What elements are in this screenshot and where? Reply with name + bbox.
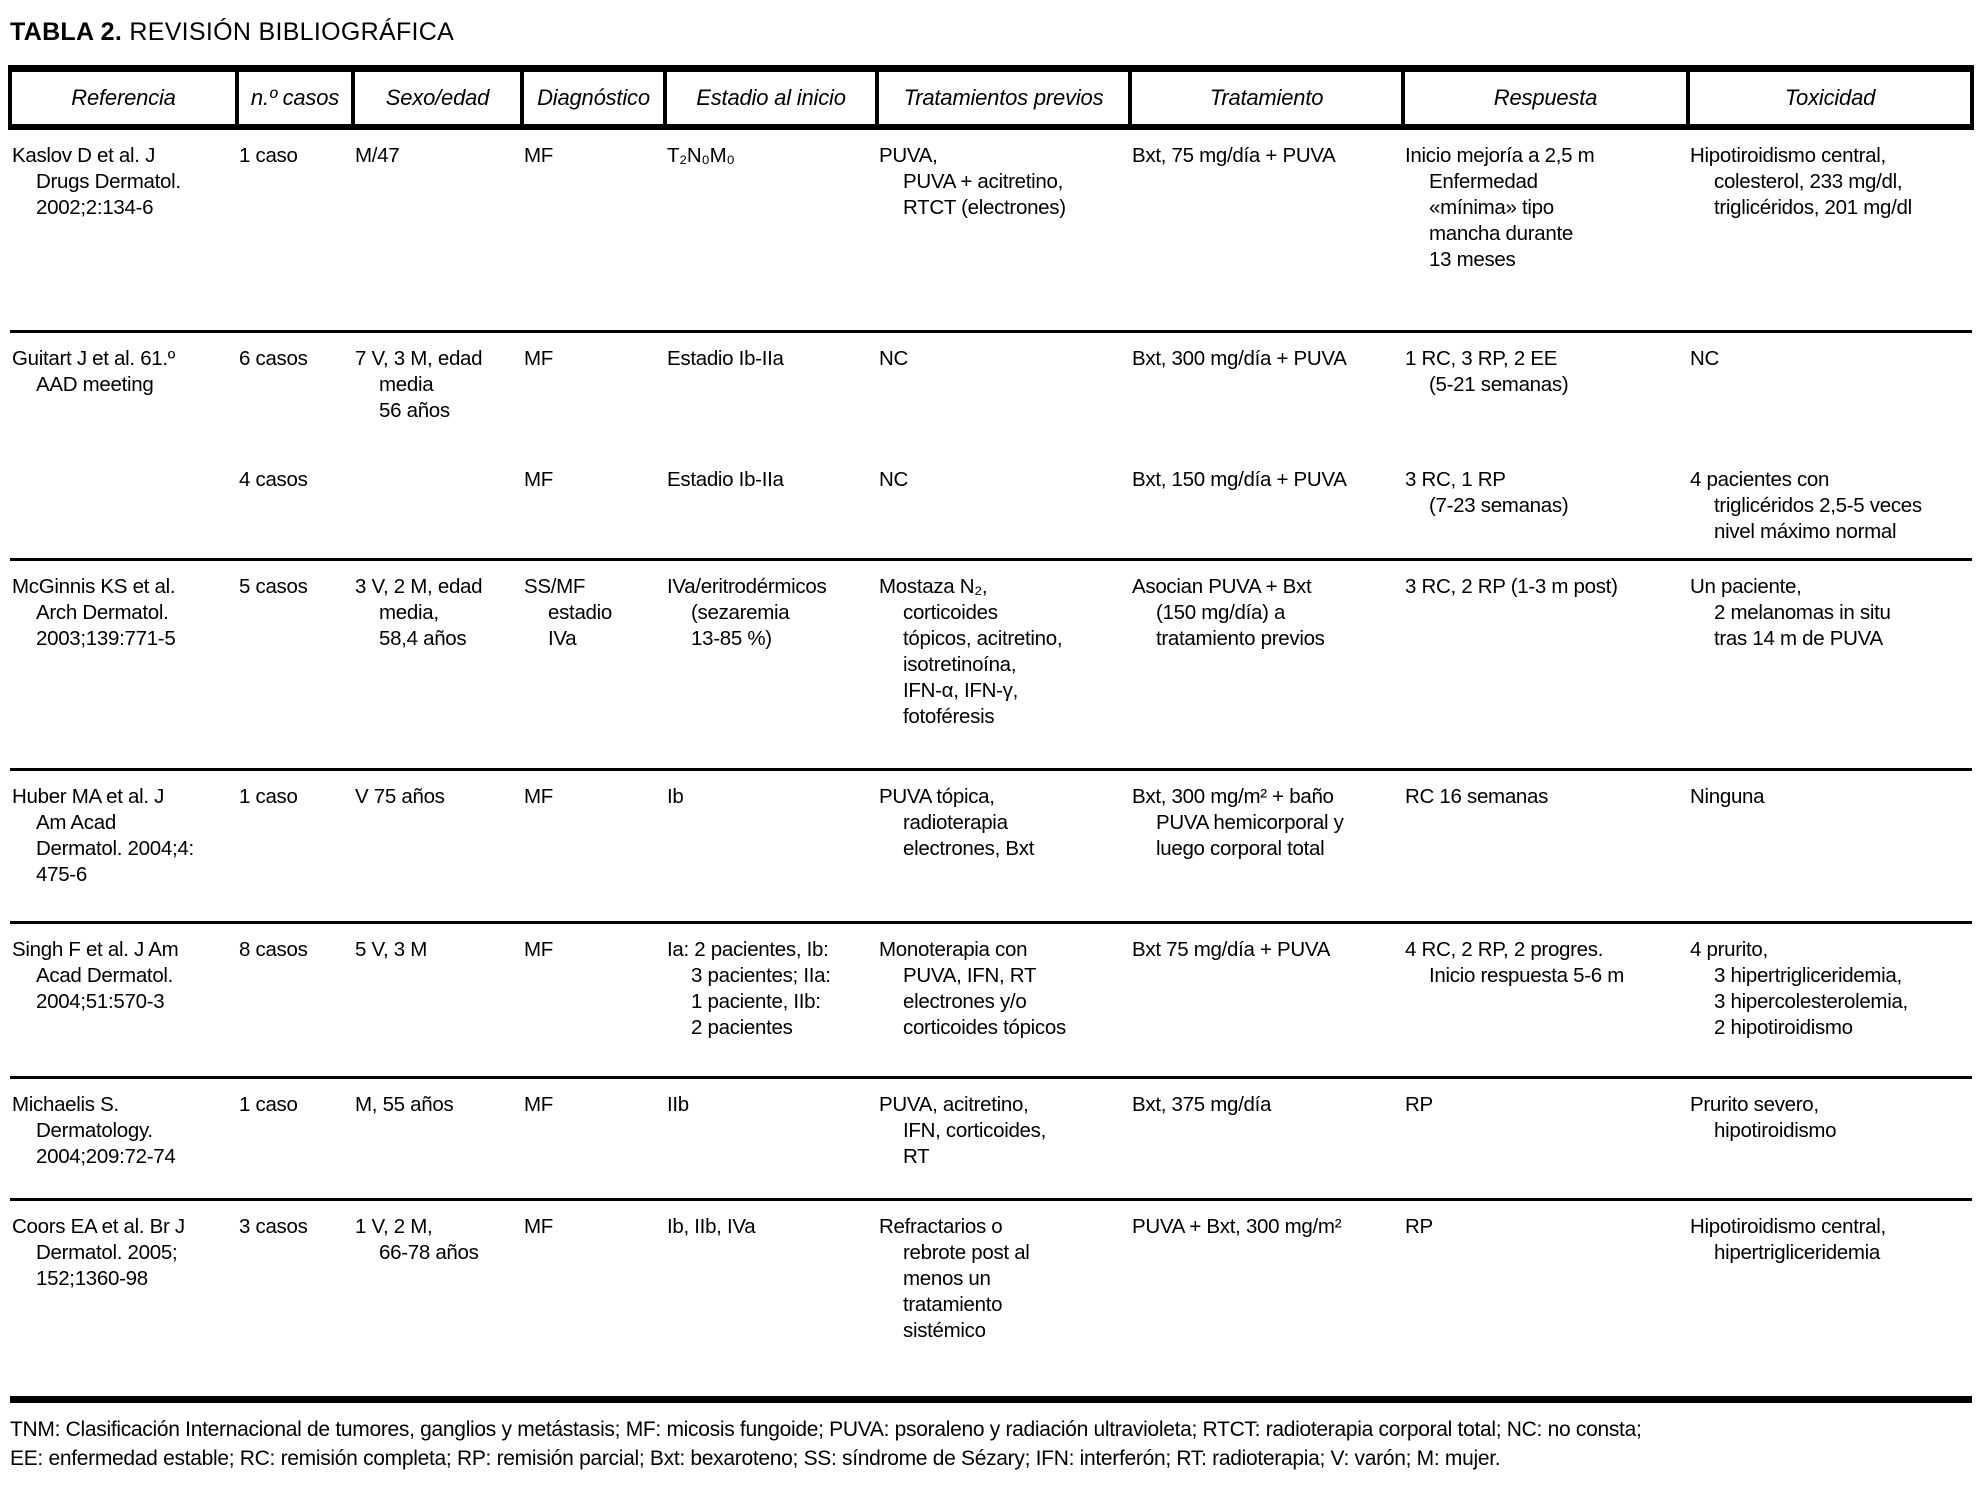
cell-diagnostico: MF: [522, 454, 665, 561]
cell-toxicidad: Hipotiroidismo central, hipertriglicerid…: [1688, 1199, 1972, 1403]
cell-respuesta: 3 RC, 2 RP (1-3 m post): [1403, 559, 1688, 771]
cell-diagnostico: MF: [522, 1199, 665, 1403]
cell-referencia: Singh F et al. J Am Acad Dermatol. 2004;…: [10, 922, 237, 1079]
cell-estadio-inicio: Estadio Ib-IIa: [665, 454, 877, 561]
cell-sexo-edad: 5 V, 3 M: [353, 922, 522, 1079]
cell-toxicidad: 4 prurito, 3 hipertrigliceridemia, 3 hip…: [1688, 922, 1972, 1079]
column-header-referencia: Referencia: [8, 65, 239, 130]
table-row: McGinnis KS et al. Arch Dermatol. 2003;1…: [10, 559, 1972, 771]
cell-tratamiento: PUVA + Bxt, 300 mg/m²: [1130, 1199, 1403, 1403]
cell-respuesta: 4 RC, 2 RP, 2 progres. Inicio respuesta …: [1403, 922, 1688, 1079]
cell-num-casos: 1 caso: [237, 769, 353, 924]
cell-estadio-inicio: IVa/eritrodérmicos (sezaremia 13-85 %): [665, 559, 877, 771]
cell-sexo-edad: 3 V, 2 M, edad media, 58,4 años: [353, 559, 522, 771]
cell-tratamiento: Bxt, 300 mg/m² + baño PUVA hemicorporal …: [1130, 769, 1403, 924]
table-row: Kaslov D et al. J Drugs Dermatol. 2002;2…: [10, 127, 1972, 333]
table-row: Huber MA et al. J Am Acad Dermatol. 2004…: [10, 769, 1972, 924]
cell-toxicidad: NC: [1690, 346, 1720, 370]
table-title: TABLA 2. REVISIÓN BIBLIOGRÁFICA: [10, 18, 1970, 47]
cell-sexo-edad: V 75 años: [353, 769, 522, 924]
cell-diagnostico: MF: [522, 769, 665, 924]
column-header-diagnostico: Diagnóstico: [520, 65, 667, 130]
cell-diagnostico: SS/MF estadio IVa: [522, 559, 665, 771]
column-header-respuesta: Respuesta: [1401, 65, 1690, 130]
cell-referencia: McGinnis KS et al. Arch Dermatol. 2003;1…: [10, 559, 237, 771]
column-header-tratamientos-previos: Tratamientos previos: [875, 65, 1132, 130]
cell-referencia: Coors EA et al. Br J Dermatol. 2005; 152…: [10, 1199, 237, 1403]
cell-tratamientos-previos: Mostaza N₂, corticoides tópicos, acitret…: [877, 559, 1130, 771]
cell-toxicidad: Prurito severo, hipotiroidismo: [1688, 1077, 1972, 1201]
cell-tratamiento: Bxt, 150 mg/día + PUVA: [1130, 454, 1403, 561]
cell-respuesta: 1 RC, 3 RP, 2 EE (5-21 semanas): [1405, 346, 1569, 396]
table-footnote: TNM: Clasificación Internacional de tumo…: [10, 1415, 1970, 1473]
table-title-number: TABLA 2.: [10, 18, 123, 46]
cell-sexo-edad: 1 V, 2 M, 66-78 años: [353, 1199, 522, 1403]
table-row: Singh F et al. J Am Acad Dermatol. 2004;…: [10, 922, 1972, 1079]
cell-tratamientos-previos: PUVA, PUVA + acitretino, RTCT (electrone…: [877, 127, 1130, 333]
column-header-toxicidad: Toxicidad: [1686, 65, 1974, 130]
cell-respuesta: RP: [1403, 1077, 1688, 1201]
table-title-text: REVISIÓN BIBLIOGRÁFICA: [122, 18, 455, 46]
cell-diagnostico: MF: [522, 127, 665, 333]
cell-num-casos: 3 casos: [237, 1199, 353, 1403]
cell-referencia: Huber MA et al. J Am Acad Dermatol. 2004…: [10, 769, 237, 924]
cell-diagnostico: MF: [522, 922, 665, 1079]
cell-num-casos: 4 casos: [237, 454, 353, 561]
cell-respuesta: RC 16 semanas: [1403, 769, 1688, 924]
cell-estadio-inicio: Ia: 2 pacientes, Ib: 3 pacientes; IIa: 1…: [665, 922, 877, 1079]
cell-tratamiento: Asocian PUVA + Bxt (150 mg/día) a tratam…: [1130, 559, 1403, 771]
cell-tratamiento: Bxt 75 mg/día + PUVA: [1130, 922, 1403, 1079]
cell-estadio-inicio: IIb: [665, 1077, 877, 1201]
cell-referencia: Michaelis S. Dermatology. 2004;209:72-74: [10, 1077, 237, 1201]
cell-toxicidad: Ninguna: [1688, 769, 1972, 924]
cell-tratamientos-previos: PUVA tópica, radioterapia electrones, Bx…: [877, 769, 1130, 924]
cell-diagnostico: MF: [522, 1077, 665, 1201]
cell-referencia: Kaslov D et al. J Drugs Dermatol. 2002;2…: [10, 127, 237, 333]
cell-sexo-edad: [353, 454, 522, 561]
cell-estadio-inicio: Estadio Ib-IIa: [667, 346, 784, 370]
cell-tratamiento: Bxt, 75 mg/día + PUVA: [1130, 127, 1403, 333]
cell-toxicidad: Hipotiroidismo central, colesterol, 233 …: [1688, 127, 1972, 333]
cell-toxicidad: Un paciente, 2 melanomas in situ tras 14…: [1688, 559, 1972, 771]
cell-estadio-inicio: T₂N₀M₀: [665, 127, 877, 333]
cell-estadio-inicio: Ib: [665, 769, 877, 924]
cell-referencia: [10, 454, 237, 561]
cell-tratamientos-previos: Monoterapia con PUVA, IFN, RT electrones…: [877, 922, 1130, 1079]
cell-diagnostico: MF: [524, 346, 553, 370]
cell-respuesta: RP: [1403, 1199, 1688, 1403]
table-row: Coors EA et al. Br J Dermatol. 2005; 152…: [10, 1199, 1972, 1403]
bibliography-table: Referencia n.º casos Sexo/edad Diagnósti…: [8, 65, 1974, 1403]
cell-referencia: Guitart J et al. 61.º AAD meeting: [12, 346, 175, 396]
column-header-sexo-edad: Sexo/edad: [351, 65, 524, 130]
cell-respuesta: Inicio mejoría a 2,5 m Enfermedad «mínim…: [1403, 127, 1688, 333]
cell-sexo-edad: 7 V, 3 M, edad media 56 años: [355, 346, 483, 422]
cell-num-casos: 1 caso: [237, 1077, 353, 1201]
footnote-line-1: TNM: Clasificación Internacional de tumo…: [10, 1418, 1642, 1441]
table-row: Guitart J et al. 61.º AAD meeting 6 caso…: [10, 331, 1972, 454]
cell-sexo-edad: M, 55 años: [353, 1077, 522, 1201]
cell-tratamientos-previos: NC: [877, 454, 1130, 561]
cell-num-casos: 1 caso: [237, 127, 353, 333]
table-row: 4 casos MF Estadio Ib-IIa NC Bxt, 150 mg…: [10, 454, 1972, 561]
cell-tratamiento: Bxt, 375 mg/día: [1130, 1077, 1403, 1201]
cell-num-casos: 8 casos: [237, 922, 353, 1079]
header-row: Referencia n.º casos Sexo/edad Diagnósti…: [8, 65, 1974, 130]
column-header-estadio-inicio: Estadio al inicio: [663, 65, 879, 130]
cell-num-casos: 5 casos: [237, 559, 353, 771]
cell-num-casos: 6 casos: [239, 346, 308, 370]
column-header-tratamiento: Tratamiento: [1128, 65, 1405, 130]
cell-tratamientos-previos: Refractarios o rebrote post al menos un …: [877, 1199, 1130, 1403]
cell-sexo-edad: M/47: [353, 127, 522, 333]
column-header-num-casos: n.º casos: [235, 65, 355, 130]
cell-tratamientos-previos: NC: [879, 346, 909, 370]
cell-respuesta: 3 RC, 1 RP (7-23 semanas): [1403, 454, 1688, 561]
cell-tratamientos-previos: PUVA, acitretino, IFN, corticoides, RT: [877, 1077, 1130, 1201]
table-row: Michaelis S. Dermatology. 2004;209:72-74…: [10, 1077, 1972, 1201]
cell-estadio-inicio: Ib, IIb, IVa: [665, 1199, 877, 1403]
footnote-line-2: EE: enfermedad estable; RC: remisión com…: [10, 1447, 1501, 1470]
cell-tratamiento: Bxt, 300 mg/día + PUVA: [1132, 346, 1347, 370]
cell-toxicidad: 4 pacientes con triglicéridos 2,5-5 vece…: [1688, 454, 1972, 561]
